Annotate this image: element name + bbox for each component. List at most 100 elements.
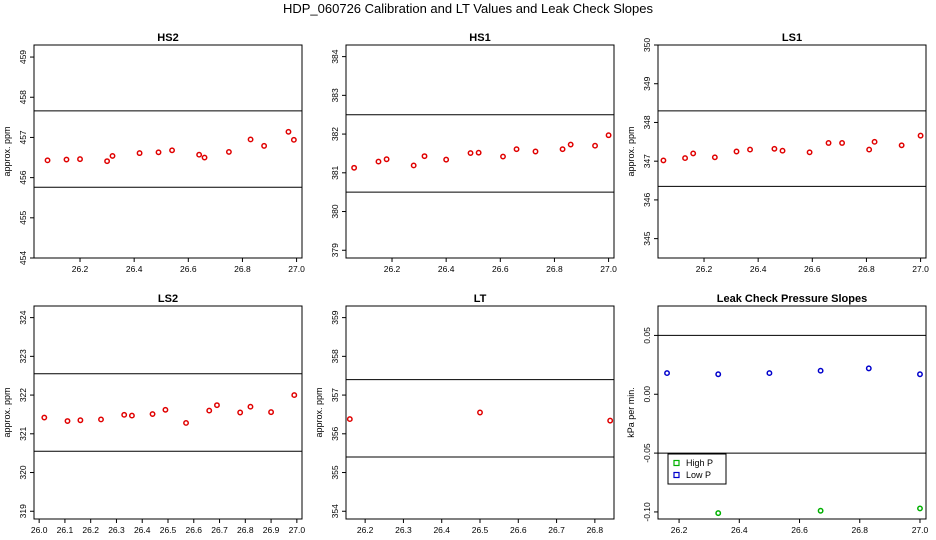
panel-2-ytick-label: 383 xyxy=(330,88,340,102)
panel-2-title: HS1 xyxy=(469,32,490,44)
panel-1-xtick-label: 26.2 xyxy=(72,264,89,274)
panel-4-ytick-label: 321 xyxy=(18,426,28,440)
panel-3-frame xyxy=(657,44,927,259)
panel-3-xtick-label: 26.2 xyxy=(696,264,713,274)
panel-5-xtick-label: 26.7 xyxy=(548,525,565,535)
panel-2-ytick-label: 382 xyxy=(330,127,340,141)
panel-4-data-point xyxy=(149,411,156,417)
panel-5-ytick-label: 354 xyxy=(330,504,340,518)
panel-3-ylabel: approx. ppm xyxy=(626,126,636,176)
panel-1-data-point xyxy=(261,142,268,149)
panel-6-legend-label: High P xyxy=(686,458,713,468)
panel-1-title: HS2 xyxy=(157,32,178,44)
panel-1-xtick-label: 27.0 xyxy=(288,264,305,274)
panel-5-data-point xyxy=(477,409,483,416)
panel-6-ytick-label: -0.05 xyxy=(642,443,652,463)
panel-5-xtick-label: 26.8 xyxy=(587,525,604,535)
panel-4-data-point xyxy=(206,407,213,414)
panel-6-xtick-label: 26.4 xyxy=(731,525,748,535)
panel-1-ylabel: approx. ppm xyxy=(2,126,12,176)
panel-1-data-point xyxy=(77,156,83,163)
panel-3-xtick-label: 27.0 xyxy=(912,264,929,274)
panel-6-legend-label: Low P xyxy=(686,470,711,480)
panel-2-ytick-label: 384 xyxy=(330,49,340,63)
panel-2-ytick-label: 380 xyxy=(330,204,340,218)
panel-5-frame xyxy=(345,305,615,520)
panel-2-data-point xyxy=(443,156,450,163)
panel-6-high-p-point xyxy=(817,507,824,514)
panel-3-data-point xyxy=(711,154,718,161)
panel-1-data-point xyxy=(63,156,70,163)
panel-1-data-point xyxy=(155,149,162,156)
panel-3-xtick-label: 26.8 xyxy=(858,264,875,274)
panel-5-title: LT xyxy=(474,293,487,305)
panel-2-data-point xyxy=(421,153,428,160)
panel-2-xtick-label: 27.0 xyxy=(600,264,617,274)
panel-2-ytick-label: 379 xyxy=(330,243,340,257)
panel-3-xtick-label: 26.6 xyxy=(804,264,821,274)
panel-4-data-point xyxy=(183,420,189,426)
panel-5-ytick-label: 359 xyxy=(330,310,340,324)
panel-4-ytick-label: 319 xyxy=(18,504,28,518)
panel-6-ytick-label: -0.10 xyxy=(642,502,652,522)
panel-3-data-point xyxy=(771,145,778,152)
panel-2-frame xyxy=(345,44,615,259)
panel-3-data-point xyxy=(747,146,753,153)
panel-2-data-point xyxy=(475,149,482,156)
panel-1-frame xyxy=(33,44,303,259)
panel-3-data-point xyxy=(898,142,905,149)
panel-4-ytick-label: 322 xyxy=(18,388,28,402)
panel-6-title: Leak Check Pressure Slopes xyxy=(717,293,867,305)
panel-4-ytick-label: 324 xyxy=(18,310,28,324)
panel-2-data-point xyxy=(592,142,599,149)
panel-1-data-point xyxy=(247,136,254,143)
panel-4-xtick-label: 26.7 xyxy=(211,525,228,535)
panel-4-data-point xyxy=(162,406,169,413)
panel-1-data-point xyxy=(285,128,292,135)
panel-5-ylabel: approx. ppm xyxy=(314,387,324,437)
panel-4-data-point xyxy=(77,417,84,424)
panel-3-data-point xyxy=(660,157,667,164)
panel-2-data-point xyxy=(410,162,417,169)
panel-3-data-point xyxy=(917,132,924,139)
panel-4-data-point xyxy=(98,416,104,423)
panel-2-xtick-label: 26.6 xyxy=(492,264,509,274)
panel-1-xtick-label: 26.6 xyxy=(180,264,197,274)
panel-3-data-point xyxy=(839,140,846,146)
panel-4-xtick-label: 26.9 xyxy=(263,525,280,535)
panel-3-xtick-label: 26.4 xyxy=(750,264,767,274)
panel-3-data-point xyxy=(682,155,689,162)
panel-5-ytick-label: 356 xyxy=(330,426,340,440)
panel-6-xtick-label: 26.2 xyxy=(671,525,688,535)
panel-6-low-p-point xyxy=(664,370,670,377)
panel-3-data-point xyxy=(866,146,873,153)
panel-1-ytick-label: 454 xyxy=(18,251,28,265)
panel-4-data-point xyxy=(268,409,275,416)
panel-6-low-p-point xyxy=(817,367,824,374)
panel-2-data-point xyxy=(500,153,506,160)
panel-2-xtick-label: 26.8 xyxy=(546,264,563,274)
panel-2-data-point xyxy=(467,150,474,156)
panel-2-data-point xyxy=(513,146,520,153)
panel-1-data-point xyxy=(225,148,232,155)
panel-1-ytick-label: 456 xyxy=(18,170,28,184)
panel-3-ytick-label: 347 xyxy=(642,154,652,168)
panel-2-data-point xyxy=(351,164,358,171)
panel-4-data-point xyxy=(214,402,220,409)
panel-1-ytick-label: 455 xyxy=(18,210,28,224)
panel-6-ytick-label: 0.05 xyxy=(642,327,652,344)
panel-5-data-point xyxy=(346,416,353,423)
panel-5-data-point xyxy=(607,417,614,424)
panel-1-data-point xyxy=(201,154,208,161)
panel-1-data-point xyxy=(109,152,116,159)
panel-4-xtick-label: 26.4 xyxy=(134,525,151,535)
panel-4-xtick-label: 27.0 xyxy=(289,525,306,535)
panel-5-ytick-label: 357 xyxy=(330,388,340,402)
panel-6-legend-swatch xyxy=(673,459,680,467)
panel-4-xtick-label: 26.6 xyxy=(185,525,202,535)
panel-4-title: LS2 xyxy=(158,293,178,305)
panel-2-data-point xyxy=(532,148,539,155)
panel-5-xtick-label: 26.4 xyxy=(433,525,450,535)
panel-2-data-point xyxy=(567,141,574,148)
